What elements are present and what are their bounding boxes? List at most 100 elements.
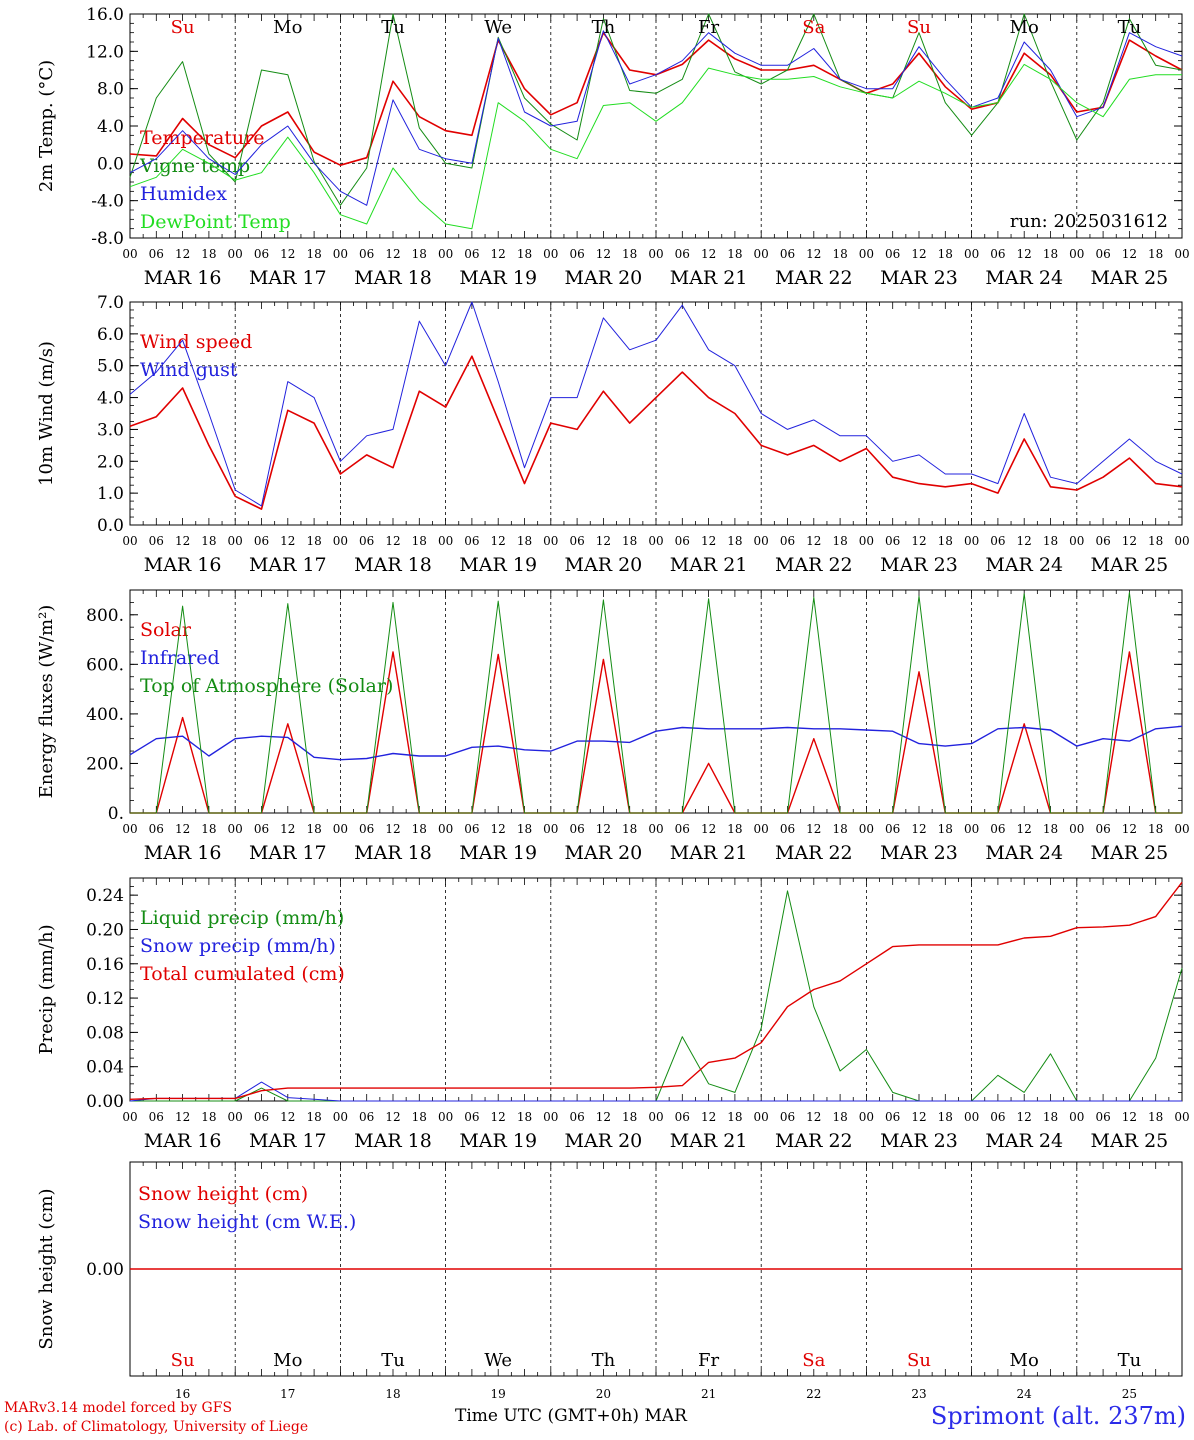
hour-tick-label: 12 — [1122, 1110, 1137, 1124]
day-name: We — [484, 1350, 512, 1371]
day-name: Mo — [273, 17, 302, 38]
hour-tick-label: 00 — [648, 822, 663, 836]
hour-tick-label: 12 — [911, 534, 926, 548]
y-tick-label: 4.0 — [97, 117, 124, 137]
hour-tick-label: 12 — [596, 247, 611, 261]
hour-tick-label: 12 — [491, 1110, 506, 1124]
x-axis-month: MAR — [644, 1406, 687, 1426]
hour-tick-label: 00 — [438, 534, 453, 548]
hour-tick-label: 06 — [990, 534, 1005, 548]
hour-tick-label: 00 — [754, 534, 769, 548]
y-tick-label: 16.0 — [86, 5, 124, 25]
hour-tick-label: 12 — [1017, 247, 1032, 261]
legend-entry: Infrared — [140, 647, 220, 669]
y-tick-label: 400. — [86, 705, 124, 725]
hour-tick-label: 12 — [1017, 1110, 1032, 1124]
hour-tick-label: 12 — [911, 247, 926, 261]
hour-tick-label: 12 — [385, 247, 400, 261]
hour-tick-label: 06 — [569, 247, 584, 261]
hour-tick-label: 06 — [464, 822, 479, 836]
hour-tick-label: 00 — [543, 822, 558, 836]
hour-tick-label: 06 — [780, 1110, 795, 1124]
x-axis-title: Time UTC (GMT+0h) MAR — [455, 1406, 687, 1426]
legend-entry: Total cumulated (cm) — [140, 963, 345, 985]
hour-tick-label: 18 — [412, 1110, 427, 1124]
hour-tick-label: 06 — [1095, 534, 1110, 548]
y-tick-label: 0.12 — [86, 989, 124, 1009]
y-tick-label: 5.0 — [97, 357, 124, 377]
hour-tick-label: 12 — [1017, 534, 1032, 548]
y-tick-label: 0.24 — [86, 886, 124, 906]
day-name: Th — [592, 1350, 616, 1371]
hour-tick-label: 06 — [1095, 822, 1110, 836]
hour-tick-label: 18 — [517, 1110, 532, 1124]
legend-entry: Solar — [140, 619, 192, 641]
hour-tick-label: 00 — [1174, 534, 1189, 548]
date-label: MAR 19 — [459, 267, 537, 289]
hour-tick-label: 12 — [911, 1110, 926, 1124]
series-line — [129, 30, 1183, 206]
date-label: MAR 22 — [775, 1130, 853, 1152]
date-label: MAR 16 — [144, 842, 222, 864]
hour-tick-label: 18 — [1043, 1110, 1058, 1124]
series-line — [129, 13, 1183, 206]
hour-tick-label: 18 — [412, 247, 427, 261]
hour-tick-label: 18 — [1148, 822, 1163, 836]
hour-tick-label: 06 — [569, 822, 584, 836]
y-tick-label: 0.00 — [86, 1092, 124, 1112]
day-name: We — [484, 17, 512, 38]
day-name: Sa — [802, 1350, 825, 1371]
hour-tick-label: 06 — [780, 822, 795, 836]
hour-tick-label: 18 — [938, 1110, 953, 1124]
y-axis-label: Snow height (cm) — [36, 1188, 57, 1349]
hour-tick-label: 12 — [701, 247, 716, 261]
hour-tick-label: 06 — [780, 247, 795, 261]
model-credit: MARv3.14 model forced by GFS — [4, 1400, 233, 1416]
hour-tick-label: 12 — [280, 1110, 295, 1124]
legend-entry: Top of Atmosphere (Solar) — [140, 675, 393, 697]
hour-tick-label: 00 — [1069, 534, 1084, 548]
hour-tick-label: 12 — [806, 822, 821, 836]
hour-tick-label: 00 — [438, 1110, 453, 1124]
hour-tick-label: 12 — [175, 247, 190, 261]
hour-tick-label: 12 — [175, 822, 190, 836]
y-tick-label: 800. — [86, 606, 124, 626]
y-tick-label: 0. — [108, 804, 124, 824]
date-label: MAR 19 — [459, 842, 537, 864]
date-label: MAR 21 — [670, 1130, 748, 1152]
series-line — [130, 592, 1182, 814]
day-number: 16 — [175, 1387, 190, 1401]
day-number: 21 — [701, 1387, 716, 1401]
legend-entry: DewPoint Temp — [140, 211, 291, 233]
hour-tick-label: 00 — [648, 534, 663, 548]
day-name: Tu — [1118, 1350, 1142, 1371]
hour-tick-label: 06 — [254, 534, 269, 548]
date-label: MAR 16 — [144, 267, 222, 289]
date-label: MAR 20 — [565, 842, 643, 864]
date-label: MAR 25 — [1091, 1130, 1169, 1152]
hour-tick-label: 18 — [1043, 822, 1058, 836]
date-label: MAR 22 — [775, 842, 853, 864]
hour-tick-label: 06 — [990, 1110, 1005, 1124]
hour-tick-label: 00 — [543, 1110, 558, 1124]
legend-entry: Snow height (cm W.E.) — [138, 1211, 356, 1233]
day-name: Th — [592, 17, 616, 38]
day-name: Tu — [1118, 17, 1142, 38]
hour-tick-label: 00 — [333, 534, 348, 548]
series-line — [129, 725, 1183, 761]
date-label: MAR 21 — [670, 554, 748, 576]
hour-tick-label: 18 — [412, 822, 427, 836]
hour-tick-label: 18 — [1148, 1110, 1163, 1124]
hour-tick-label: 00 — [964, 822, 979, 836]
hour-tick-label: 06 — [254, 1110, 269, 1124]
date-label: MAR 25 — [1091, 554, 1169, 576]
hour-tick-label: 18 — [201, 822, 216, 836]
hour-tick-label: 06 — [149, 1110, 164, 1124]
y-tick-label: 600. — [86, 655, 124, 675]
hour-tick-label: 18 — [306, 1110, 321, 1124]
day-name: Su — [907, 17, 931, 38]
hour-tick-label: 00 — [1069, 822, 1084, 836]
hour-tick-label: 12 — [385, 534, 400, 548]
hour-tick-label: 06 — [675, 534, 690, 548]
hour-tick-label: 18 — [832, 1110, 847, 1124]
